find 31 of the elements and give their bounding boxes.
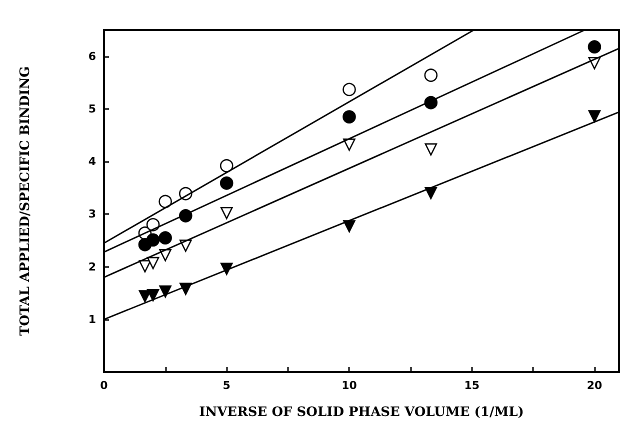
point [220, 176, 234, 190]
y-axis-title: TOTAL APPLIED/SPECIFIC BINDING [18, 66, 33, 336]
point [588, 40, 602, 54]
point [158, 231, 172, 244]
y-tick-label: 1 [88, 312, 96, 326]
x-tick-label: 0 [100, 379, 108, 392]
point [342, 110, 356, 124]
y-tick-label: 3 [88, 208, 96, 221]
point [424, 143, 438, 156]
point [159, 285, 172, 298]
point [220, 159, 234, 172]
x-tick-label: 20 [586, 379, 602, 392]
y-tick-label: 2 [88, 260, 96, 274]
x-tick-label: 15 [464, 379, 480, 392]
y-tick-label: 6 [88, 50, 96, 63]
x-axis-title: INVERSE OF SOLID PHASE VOLUME (1/ML) [199, 405, 524, 420]
point [588, 110, 601, 122]
point [146, 289, 160, 302]
y-tick-label: 5 [88, 102, 96, 116]
point [220, 206, 233, 220]
point [146, 233, 160, 247]
y-tick-label: 4 [88, 155, 96, 168]
point [424, 186, 438, 200]
x-tick-label: 5 [222, 379, 230, 392]
point [146, 256, 160, 270]
point [138, 260, 152, 272]
point [342, 82, 356, 96]
point [158, 194, 172, 208]
point [220, 262, 233, 276]
x-tick-label: 10 [342, 379, 358, 392]
point [424, 68, 438, 82]
